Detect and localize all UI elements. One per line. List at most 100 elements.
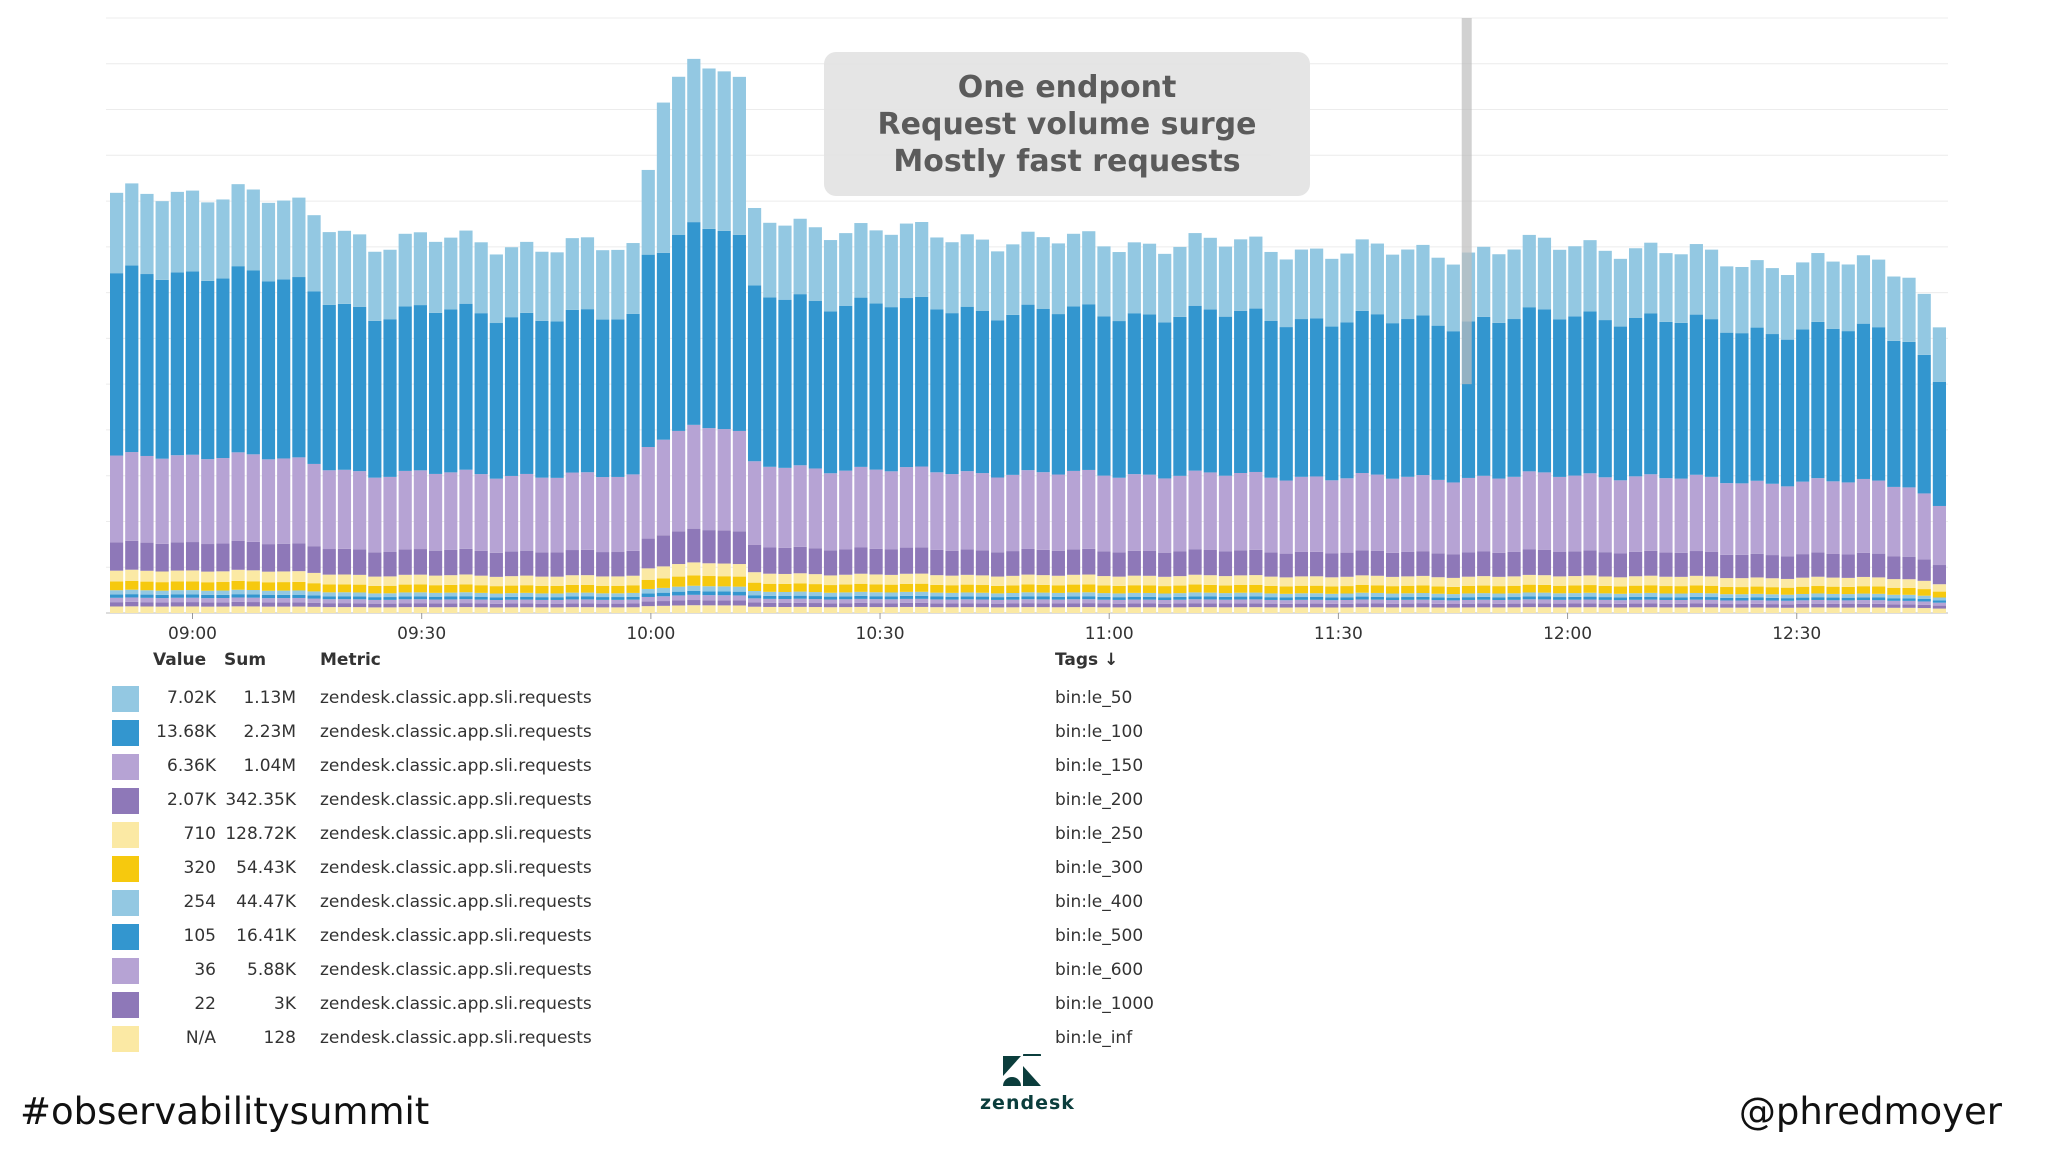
bar-segment	[535, 576, 549, 586]
bar-segment	[459, 607, 473, 613]
bar-segment	[1431, 603, 1445, 608]
header-sum[interactable]: Sum	[224, 650, 267, 670]
bar-segment	[1112, 593, 1126, 598]
bar-segment	[1780, 598, 1795, 601]
bar-segment	[899, 467, 914, 548]
bar-segment	[1811, 599, 1825, 604]
legend-swatch[interactable]	[112, 720, 139, 746]
bar-segment	[1826, 607, 1840, 613]
bar-segment	[292, 581, 306, 591]
bar-segment	[1401, 593, 1415, 598]
bar-segment	[1218, 551, 1233, 577]
bar-segment	[839, 305, 853, 471]
bar-segment	[1355, 603, 1369, 608]
bar-segment	[504, 317, 519, 476]
bar-segment	[793, 598, 807, 603]
bar-segment	[596, 599, 610, 604]
bar-segment	[125, 597, 139, 602]
bar-segment	[656, 605, 671, 613]
legend-tag: bin:le_inf	[1055, 1028, 1133, 1048]
header-value[interactable]: Value	[153, 650, 207, 670]
bar-segment	[1173, 246, 1187, 317]
legend-swatch[interactable]	[112, 856, 139, 882]
bar-segment	[763, 583, 777, 592]
bar-segment	[125, 594, 139, 598]
legend-value: 7.02K	[167, 688, 216, 708]
bar-segment	[763, 466, 777, 548]
bar-segment	[1294, 585, 1309, 594]
bar-segment	[1856, 607, 1871, 613]
bar-segment	[1811, 576, 1825, 587]
bar-segment	[1598, 552, 1612, 577]
bar-segment	[808, 603, 822, 608]
chart-bars	[110, 58, 1946, 613]
bar-segment	[1598, 603, 1612, 608]
legend-swatch[interactable]	[112, 958, 139, 984]
bar-segment	[185, 570, 200, 582]
bar-segment	[1218, 246, 1233, 317]
legend-swatch[interactable]	[112, 992, 139, 1018]
bar-segment	[1279, 597, 1293, 601]
bar-segment	[1629, 248, 1643, 318]
bar-segment	[110, 455, 124, 543]
bar-segment	[125, 569, 139, 581]
bar-segment	[1902, 604, 1916, 608]
bar-segment	[1735, 600, 1749, 605]
legend-swatch[interactable]	[112, 686, 139, 712]
bar-segment	[1461, 607, 1476, 613]
bar-segment	[1066, 592, 1081, 597]
bar-segment	[1036, 599, 1050, 604]
bar-segment	[945, 599, 959, 604]
bar-segment	[1887, 594, 1901, 599]
bar-segment	[1097, 603, 1111, 608]
bar-segment	[246, 602, 260, 607]
bar-segment	[1127, 585, 1141, 593]
bar-segment	[930, 472, 944, 550]
bar-segment	[1720, 578, 1734, 588]
legend-swatch[interactable]	[112, 754, 139, 780]
legend-swatch[interactable]	[112, 924, 139, 950]
bar-segment	[170, 191, 184, 273]
bar-segment	[489, 607, 503, 613]
bar-segment	[1158, 586, 1172, 594]
legend-swatch[interactable]	[112, 822, 139, 848]
bar-segment	[216, 598, 230, 603]
bar-segment	[1112, 585, 1126, 594]
bar-segment	[1492, 607, 1506, 613]
bar-segment	[383, 607, 397, 613]
bar-segment	[945, 596, 959, 600]
bar-segment	[1279, 259, 1293, 328]
bar-segment	[1279, 607, 1293, 613]
bar-segment	[1887, 486, 1901, 557]
legend-value: 22	[194, 994, 216, 1014]
bar-segment	[945, 603, 959, 608]
bar-segment	[1872, 577, 1886, 587]
x-tick-label: 10:00	[626, 624, 675, 640]
bar-segment	[1477, 607, 1491, 613]
legend-swatch[interactable]	[112, 890, 139, 916]
bar-segment	[839, 584, 853, 593]
bar-segment	[1340, 597, 1354, 600]
bar-segment	[261, 602, 276, 607]
bar-segment	[1082, 596, 1096, 600]
bar-segment	[1234, 310, 1248, 474]
legend-swatch[interactable]	[112, 1026, 139, 1052]
bar-segment	[763, 297, 777, 467]
bar-segment	[1158, 603, 1172, 608]
bar-segment	[1750, 586, 1764, 594]
legend-swatch[interactable]	[112, 788, 139, 814]
bar-segment	[1446, 600, 1460, 604]
bar-segment	[1234, 596, 1248, 600]
bar-segment	[1310, 551, 1324, 577]
bar-segment	[444, 237, 458, 310]
bar-segment	[580, 472, 595, 550]
legend-sum: 54.43K	[236, 858, 296, 878]
bar-segment	[1765, 268, 1779, 335]
bar-segment	[1355, 550, 1369, 576]
bar-segment	[1613, 593, 1628, 598]
bar-segment	[413, 470, 427, 550]
bar-segment	[611, 319, 625, 477]
header-tags-sort[interactable]: Tags ↓	[1055, 650, 1119, 670]
bar-segment	[1902, 587, 1916, 595]
header-metric[interactable]: Metric	[320, 650, 381, 670]
